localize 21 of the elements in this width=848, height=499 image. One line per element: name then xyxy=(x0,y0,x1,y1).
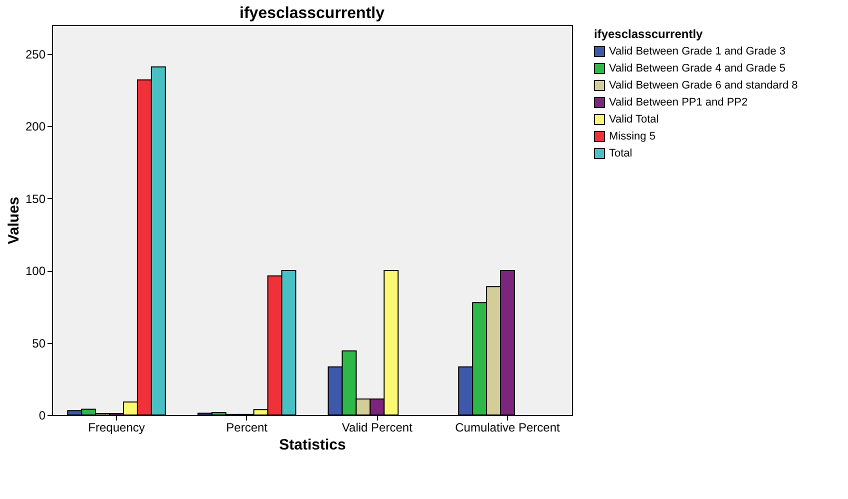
y-axis-title: Values xyxy=(5,196,22,244)
chart-title: ifyesclasscurrently xyxy=(240,5,385,22)
y-tick-label: 0 xyxy=(38,408,46,422)
legend-title: ifyesclasscurrently xyxy=(594,27,704,41)
y-tick-label: 150 xyxy=(25,192,46,206)
legend-label: Valid Between Grade 6 and standard 8 xyxy=(609,80,798,92)
x-axis-title: Statistics xyxy=(279,436,346,454)
legend-label: Valid Total xyxy=(609,114,659,126)
legend-label: Valid Between Grade 1 and Grade 3 xyxy=(609,46,786,58)
y-tick-label: 50 xyxy=(32,336,46,350)
legend-label: Valid Between Grade 4 and Grade 5 xyxy=(609,62,786,74)
legend-label: Total xyxy=(609,148,632,160)
x-tick-label: Percent xyxy=(226,420,268,434)
legend-label: Missing 5 xyxy=(609,130,656,142)
y-tick-label: 100 xyxy=(25,264,46,278)
legend-label: Valid Between PP1 and PP2 xyxy=(609,96,748,108)
x-tick-label: Valid Percent xyxy=(342,420,414,434)
y-tick-label: 200 xyxy=(25,120,46,134)
y-tick-label: 250 xyxy=(25,47,46,62)
x-tick-label: Cumulative Percent xyxy=(455,420,561,434)
x-tick-label: Frequency xyxy=(88,420,145,434)
